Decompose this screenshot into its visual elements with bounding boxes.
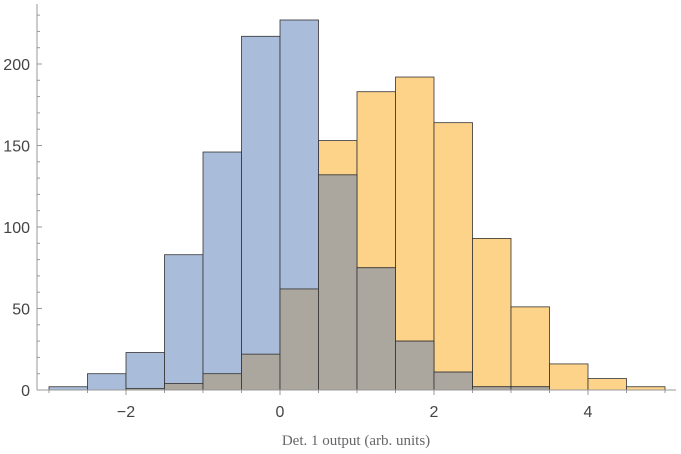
orange-bar: [587, 378, 627, 391]
y-tick-label: 200: [3, 57, 30, 74]
orange-bar: [549, 363, 589, 391]
overlap-bar: [279, 288, 319, 391]
blue-bar: [164, 254, 204, 391]
y-tick-label: 100: [3, 220, 30, 237]
overlap-bar: [318, 174, 358, 391]
x-tick-label: 4: [584, 404, 593, 421]
overlap-bar: [433, 371, 473, 391]
blue-bar: [125, 352, 165, 391]
orange-bar: [433, 122, 473, 391]
orange-bar: [472, 238, 512, 391]
overlap-bar: [164, 383, 204, 391]
overlap-bar: [202, 373, 242, 391]
x-tick-label: 2: [430, 404, 439, 421]
ticks: −2 0 2 4 0 50 100 150 200: [3, 14, 666, 421]
y-tick-label: 0: [21, 383, 30, 400]
y-tick-label: 150: [3, 139, 30, 156]
blue-bar: [241, 35, 281, 391]
overlap-bars: [125, 174, 550, 391]
overlap-bar: [395, 340, 435, 391]
blue-bar: [202, 151, 242, 391]
orange-bar: [510, 306, 550, 391]
x-axis-title: Det. 1 output (arb. units): [282, 433, 430, 449]
overlap-bar: [356, 267, 396, 391]
orange-bar: [395, 76, 435, 391]
blue-bar: [87, 373, 127, 391]
overlap-bar: [241, 353, 281, 391]
x-tick-label: −2: [117, 404, 135, 421]
x-tick-label: 0: [276, 404, 285, 421]
y-tick-label: 50: [12, 302, 30, 319]
